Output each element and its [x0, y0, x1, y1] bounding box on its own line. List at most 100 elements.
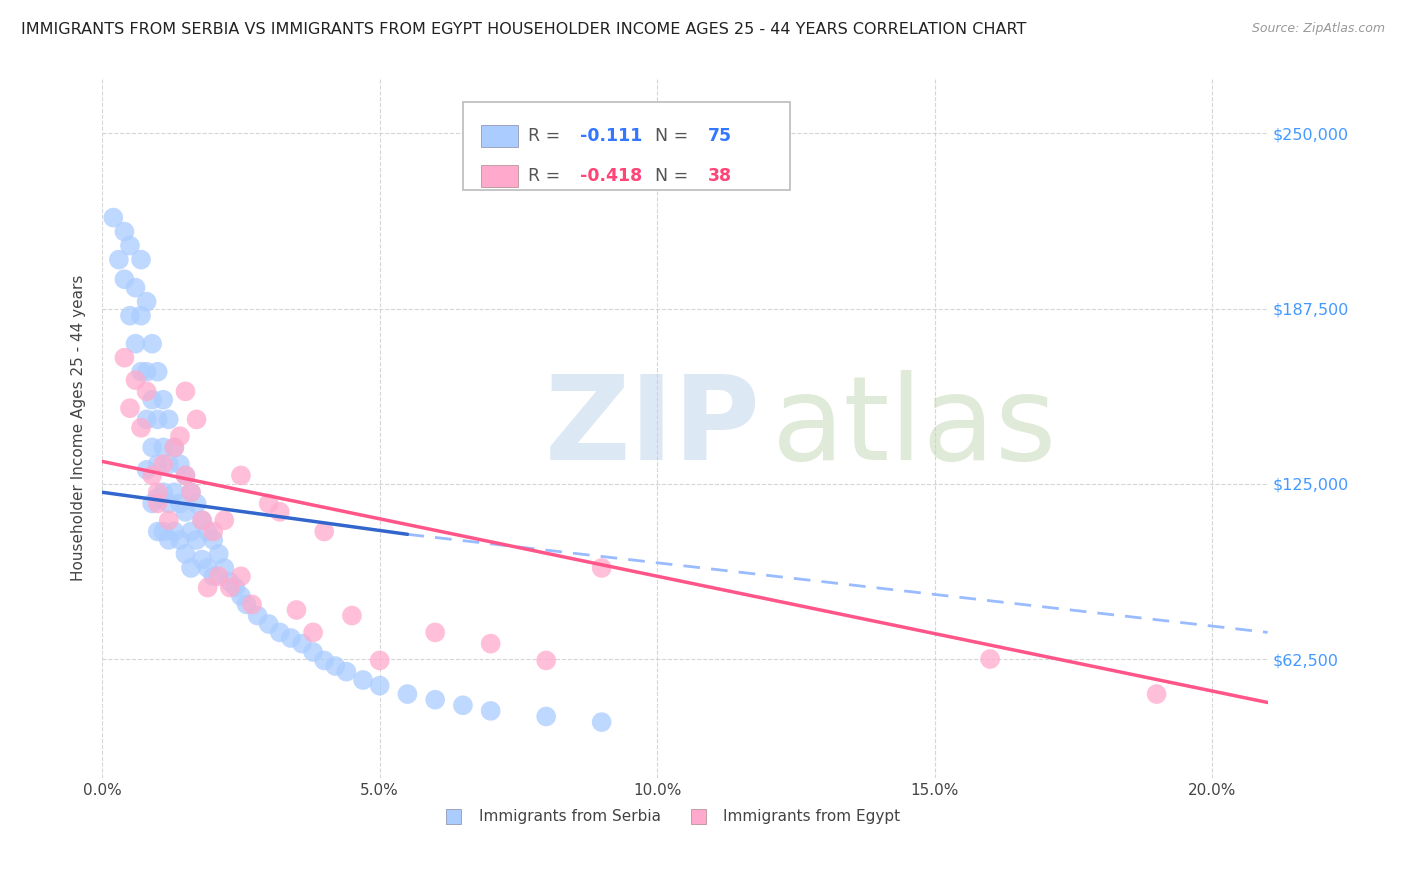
Point: [157, 533, 180, 547]
Point: [135, 412, 157, 426]
Point: [451, 698, 474, 713]
Point: [479, 637, 502, 651]
Point: [135, 294, 157, 309]
Point: [118, 238, 141, 252]
Point: [135, 365, 157, 379]
Point: [157, 496, 180, 510]
Point: [157, 513, 180, 527]
Point: [103, 211, 125, 225]
Point: [163, 524, 186, 539]
Point: [141, 496, 163, 510]
Point: [208, 569, 231, 583]
Bar: [446, 809, 461, 824]
Point: [124, 373, 146, 387]
Point: [163, 485, 186, 500]
Point: [180, 524, 202, 539]
Point: [197, 581, 219, 595]
Point: [208, 547, 231, 561]
Point: [152, 392, 174, 407]
Point: [335, 665, 357, 679]
Point: [180, 561, 202, 575]
Point: [152, 524, 174, 539]
Point: [191, 513, 214, 527]
Point: [186, 533, 208, 547]
Point: [214, 561, 236, 575]
Point: [135, 463, 157, 477]
Point: [197, 561, 219, 575]
Point: [425, 625, 447, 640]
Point: [129, 309, 152, 323]
Point: [152, 485, 174, 500]
Point: [186, 412, 208, 426]
Bar: [690, 809, 706, 824]
Point: [146, 496, 169, 510]
Point: [146, 524, 169, 539]
Point: [591, 561, 613, 575]
Point: [229, 589, 252, 603]
Text: Immigrants from Serbia: Immigrants from Serbia: [478, 809, 661, 824]
Point: [218, 581, 240, 595]
Point: [174, 384, 197, 399]
Point: [291, 637, 314, 651]
Point: [235, 598, 257, 612]
Text: Source: ZipAtlas.com: Source: ZipAtlas.com: [1251, 22, 1385, 36]
Text: atlas: atlas: [772, 370, 1057, 485]
Point: [152, 441, 174, 455]
Point: [197, 524, 219, 539]
Point: [157, 412, 180, 426]
Point: [240, 598, 263, 612]
Point: [174, 505, 197, 519]
Bar: [481, 125, 519, 147]
Point: [169, 457, 191, 471]
Point: [129, 365, 152, 379]
Point: [323, 659, 346, 673]
Point: [340, 608, 363, 623]
Point: [157, 457, 180, 471]
Point: [174, 468, 197, 483]
Point: [141, 441, 163, 455]
Bar: [481, 165, 519, 187]
Point: [285, 603, 308, 617]
Point: [180, 485, 202, 500]
Point: [218, 574, 240, 589]
Point: [141, 336, 163, 351]
Point: [534, 709, 557, 723]
Point: [129, 252, 152, 267]
Point: [224, 581, 246, 595]
Point: [169, 429, 191, 443]
Point: [314, 524, 336, 539]
Point: [163, 441, 186, 455]
Point: [163, 441, 186, 455]
Point: [141, 468, 163, 483]
Point: [229, 569, 252, 583]
Point: [186, 496, 208, 510]
Point: [146, 457, 169, 471]
Point: [368, 679, 391, 693]
Point: [135, 384, 157, 399]
Point: [302, 645, 325, 659]
Point: [112, 225, 135, 239]
Point: [202, 524, 225, 539]
Point: [534, 653, 557, 667]
Text: ZIP: ZIP: [546, 370, 761, 485]
Point: [146, 491, 169, 505]
Point: [591, 715, 613, 730]
Point: [269, 505, 291, 519]
Point: [141, 392, 163, 407]
Point: [425, 692, 447, 706]
Point: [191, 552, 214, 566]
Point: [396, 687, 419, 701]
Text: R =: R =: [527, 127, 565, 145]
Point: [146, 365, 169, 379]
Point: [257, 496, 280, 510]
Point: [118, 309, 141, 323]
Point: [280, 631, 302, 645]
Text: R =: R =: [527, 167, 565, 185]
Point: [118, 401, 141, 416]
Point: [152, 457, 174, 471]
Text: IMMIGRANTS FROM SERBIA VS IMMIGRANTS FROM EGYPT HOUSEHOLDER INCOME AGES 25 - 44 : IMMIGRANTS FROM SERBIA VS IMMIGRANTS FRO…: [21, 22, 1026, 37]
Point: [129, 421, 152, 435]
Point: [146, 485, 169, 500]
Point: [352, 673, 374, 687]
Point: [146, 412, 169, 426]
